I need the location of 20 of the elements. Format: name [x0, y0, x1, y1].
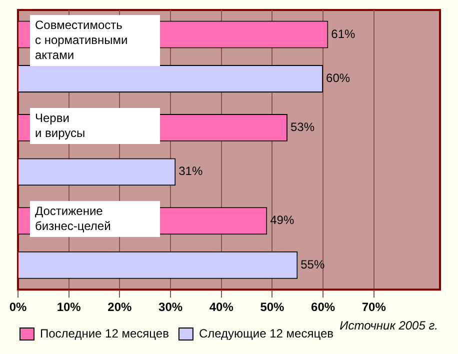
legend-label: Следующие 12 месяцев: [198, 326, 334, 340]
x-tick-label: 50%: [260, 300, 285, 314]
data-label: 61%: [331, 26, 356, 41]
data-label: 53%: [290, 120, 315, 134]
x-tick-label: 60%: [311, 300, 336, 314]
x-tick-label: 10%: [56, 300, 82, 314]
data-label: 31%: [178, 164, 203, 178]
x-tick-label: 40%: [209, 300, 234, 314]
x-tick-label: 20%: [108, 300, 132, 314]
text: Источник 2005 г.: [340, 318, 438, 332]
data-label: 60%: [326, 71, 350, 86]
label-box: Достижение бизнес-целей: [30, 201, 160, 238]
x-tick-label: 30%: [158, 300, 183, 314]
x-tick-label: 70%: [362, 300, 386, 314]
legend-label: Последние 12 месяцев: [40, 326, 169, 340]
label-box: Черви и вирусы: [30, 108, 160, 144]
data-label: 55%: [300, 257, 325, 272]
x-tick-label: 0%: [9, 300, 27, 314]
label-box: Совместимость с нормативными актами: [30, 15, 160, 66]
data-label: 49%: [270, 213, 294, 228]
